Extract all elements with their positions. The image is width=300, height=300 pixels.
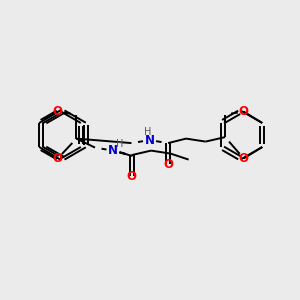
Text: O: O [163,158,173,171]
Text: N: N [108,144,118,157]
Text: H: H [116,139,123,149]
Text: H: H [144,127,152,137]
Text: O: O [53,105,63,118]
Text: O: O [239,105,249,118]
Text: O: O [127,169,136,183]
Text: O: O [239,152,249,165]
Text: O: O [53,152,63,165]
Text: N: N [145,134,154,147]
